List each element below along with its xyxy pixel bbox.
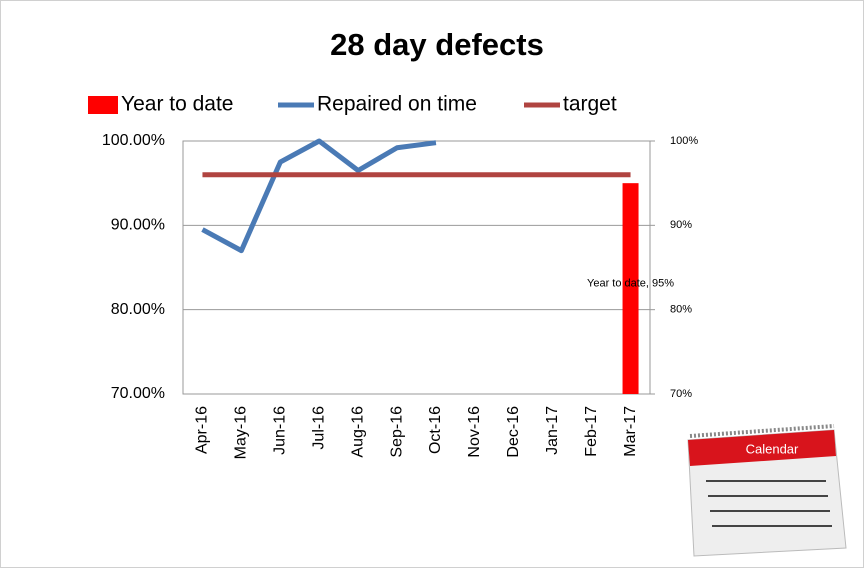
calendar-row — [706, 480, 826, 482]
y2-tick-label: 80% — [670, 304, 692, 316]
y-tick-label: 80.00% — [111, 301, 165, 318]
legend-swatch — [88, 96, 118, 114]
x-tick-label: Apr-16 — [194, 406, 211, 454]
y-tick-label: 100.00% — [102, 132, 165, 149]
calendar-row — [710, 510, 830, 512]
legend-label: Repaired on time — [317, 93, 477, 116]
calendar-icon: Calendar — [687, 424, 847, 557]
x-tick-label: Mar-17 — [622, 406, 639, 457]
data-label: Year to date, 95% — [587, 277, 674, 289]
bar — [622, 183, 639, 394]
x-tick-label: Dec-16 — [505, 406, 522, 458]
x-tick-label: Oct-16 — [427, 406, 444, 454]
x-tick-label: Nov-16 — [466, 406, 483, 458]
calendar-row — [708, 495, 828, 497]
x-tick-label: Jun-16 — [272, 406, 289, 455]
x-tick-label: Jan-17 — [544, 406, 561, 455]
x-tick-label: May-16 — [233, 406, 250, 459]
legend-label: target — [563, 93, 617, 116]
x-tick-label: Feb-17 — [583, 406, 600, 457]
y-tick-label: 70.00% — [111, 385, 165, 402]
calendar-grid — [706, 480, 832, 527]
y2-tick-label: 90% — [670, 219, 692, 231]
y2-tick-label: 100% — [670, 135, 698, 147]
y-tick-label: 90.00% — [111, 217, 165, 234]
calendar-header — [688, 430, 836, 466]
legend-label: Year to date — [121, 93, 234, 116]
calendar-row — [712, 525, 832, 527]
x-tick-label: Sep-16 — [388, 406, 405, 458]
y2-tick-label: 70% — [670, 388, 692, 400]
x-tick-label: Aug-16 — [349, 406, 366, 458]
calendar-rings — [689, 424, 835, 438]
chart-title: 28 day defects — [330, 27, 544, 62]
calendar-label: Calendar — [746, 441, 799, 456]
x-tick-label: Jul-16 — [310, 406, 327, 450]
line-series — [201, 138, 437, 254]
